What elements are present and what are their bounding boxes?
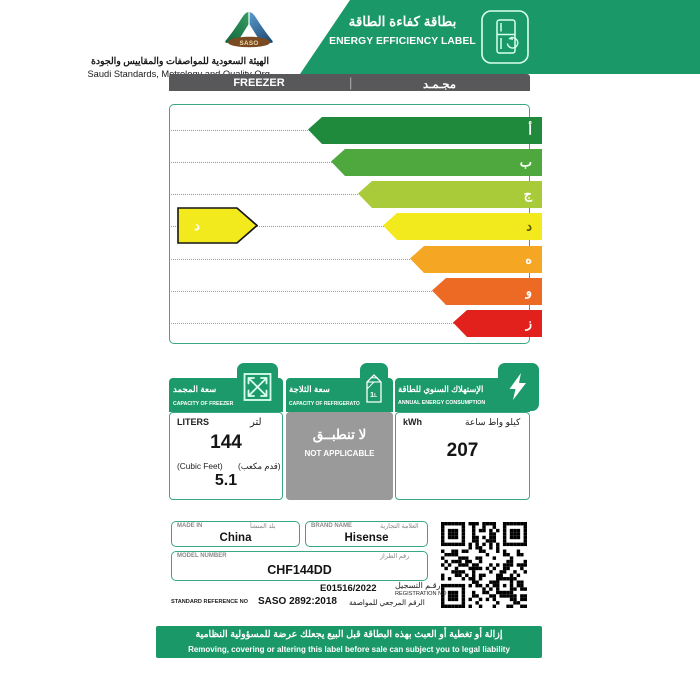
svg-text:د: د xyxy=(526,218,532,233)
svg-text:د: د xyxy=(194,218,200,233)
svg-text:و: و xyxy=(525,283,532,299)
svg-text:ه: ه xyxy=(525,251,532,266)
svg-text:ب: ب xyxy=(520,154,532,169)
svg-text:ز: ز xyxy=(525,315,532,331)
svg-text:ج: ج xyxy=(524,186,533,202)
svg-text:أ: أ xyxy=(528,121,532,137)
